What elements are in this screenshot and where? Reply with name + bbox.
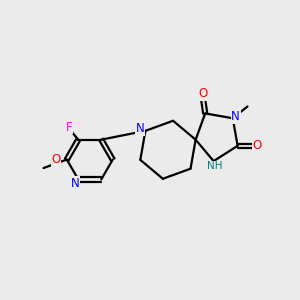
Text: O: O	[198, 87, 208, 100]
Text: O: O	[253, 139, 262, 152]
Text: F: F	[65, 121, 72, 134]
Text: O: O	[51, 154, 61, 166]
Text: NH: NH	[207, 161, 223, 171]
Text: N: N	[71, 177, 80, 190]
Text: N: N	[136, 122, 145, 135]
Text: N: N	[231, 110, 240, 123]
